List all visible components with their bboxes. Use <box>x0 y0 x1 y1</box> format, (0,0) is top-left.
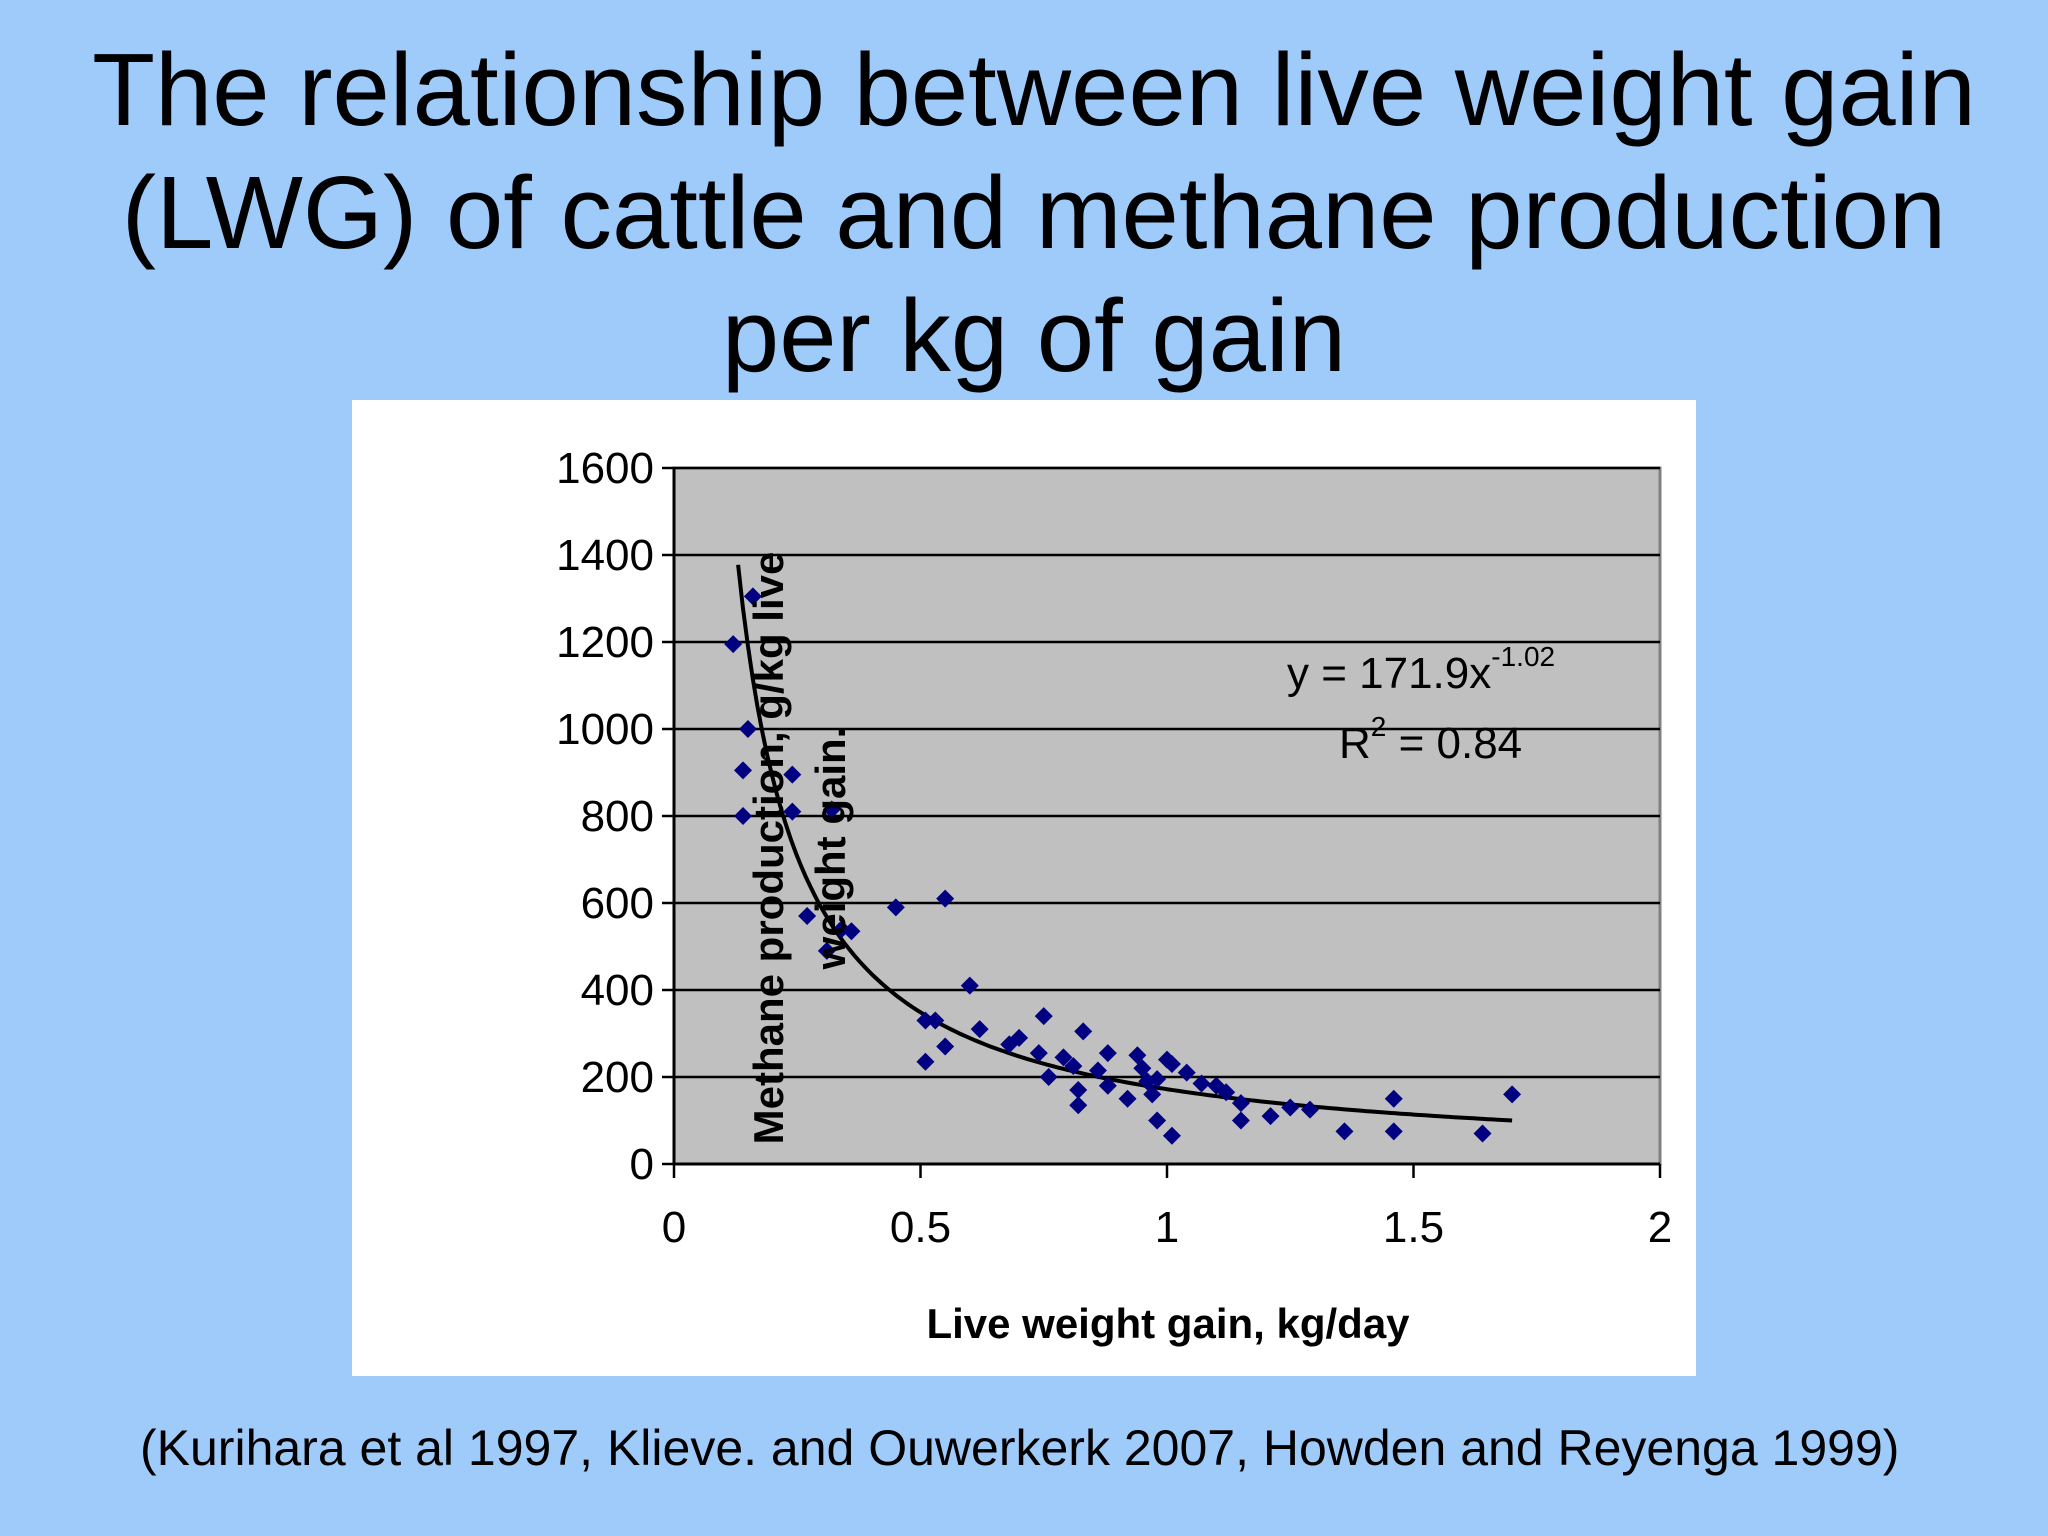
data-point <box>1384 1122 1403 1141</box>
data-point <box>822 800 841 819</box>
data-point <box>734 807 753 825</box>
trendline-equation: y = 171.9x-1.02 <box>1287 641 1555 698</box>
data-point <box>743 587 762 606</box>
data-point <box>1384 1089 1403 1108</box>
power-trendline <box>736 564 1513 1123</box>
data-point <box>1231 1111 1250 1130</box>
slide-title: The relationship between live weight gai… <box>60 28 2008 397</box>
data-point <box>1069 1096 1088 1115</box>
data-point <box>916 1052 935 1071</box>
data-point <box>1217 1083 1236 1102</box>
data-point <box>1133 1059 1152 1078</box>
data-point <box>1192 1074 1211 1093</box>
data-point <box>1473 1124 1492 1143</box>
x-tick-label: 2 <box>1648 1203 1672 1252</box>
r-squared-value: = 0.84 <box>1386 719 1522 768</box>
title-line-2: (LWG) of cattle and methane production <box>121 155 1947 270</box>
data-point <box>1034 1007 1053 1026</box>
y-axis-title-line-1: Methane production, g/kg live <box>745 552 792 1145</box>
y-tick-label: 1000 <box>556 705 654 754</box>
chart-panel: 0 200 400 600 800 1000 1200 1400 1600 0 0.5 1 1.5 2 … <box>352 400 1696 1376</box>
data-point <box>1148 1070 1167 1089</box>
data-point <box>1098 1076 1117 1095</box>
data-point <box>1148 1111 1167 1130</box>
x-tick-label: 1.5 <box>1383 1203 1444 1252</box>
data-point <box>926 1011 945 1030</box>
data-point <box>798 907 817 926</box>
y-tick-label: 800 <box>581 792 654 841</box>
r-squared: R2 = 0.84 <box>1339 711 1522 768</box>
data-point <box>936 1037 955 1056</box>
y-tick-label: 600 <box>581 879 654 928</box>
data-point <box>1162 1054 1181 1073</box>
data-point <box>783 765 802 784</box>
data-point <box>1300 1100 1319 1119</box>
y-tick-label: 1600 <box>556 444 654 493</box>
data-point <box>1088 1061 1107 1080</box>
data-point <box>738 720 757 738</box>
data-point <box>1261 1107 1280 1126</box>
data-point <box>936 889 955 908</box>
data-point <box>1054 1048 1073 1067</box>
data-point <box>783 802 802 821</box>
y-tick-label: 1400 <box>556 531 654 580</box>
x-axis-tick-labels: 0 0.5 1 1.5 2 <box>662 1203 1672 1252</box>
citation: (Kurihara et al 1997, Klieve. and Ouwerk… <box>140 1420 1900 1476</box>
data-point <box>817 941 836 960</box>
title-line-3: per kg of gain <box>721 278 1347 393</box>
data-point <box>734 761 753 780</box>
data-point <box>970 1020 989 1039</box>
y-axis-title: Methane production, g/kg live weight gai… <box>745 552 854 1145</box>
axes <box>672 468 1660 1166</box>
data-point <box>724 635 743 654</box>
data-point <box>916 1011 935 1030</box>
x-tick-label: 1 <box>1155 1203 1179 1252</box>
r-squared-exponent: 2 <box>1371 711 1387 742</box>
data-point <box>1177 1063 1196 1082</box>
data-point <box>1064 1057 1083 1076</box>
x-tick-label: 0 <box>662 1203 686 1252</box>
gridlines <box>662 466 1662 1178</box>
data-point <box>1039 1068 1058 1086</box>
y-tick-label: 1200 <box>556 618 654 667</box>
equation-exponent: -1.02 <box>1491 641 1555 672</box>
y-axis-title-line-2: weight gain. <box>807 727 854 971</box>
data-point <box>1162 1126 1181 1145</box>
y-tick-label: 0 <box>630 1140 654 1189</box>
r-squared-prefix: R <box>1339 719 1371 768</box>
data-point <box>1074 1022 1093 1041</box>
data-point <box>1029 1044 1048 1063</box>
data-points <box>724 587 1522 1145</box>
data-point <box>1281 1098 1300 1117</box>
data-point <box>1010 1028 1029 1047</box>
x-axis-title: Live weight gain, kg/day <box>926 1300 1410 1347</box>
data-point <box>886 898 905 917</box>
title-line-1: The relationship between live weight gai… <box>92 32 1976 147</box>
data-point <box>1143 1085 1162 1104</box>
equation-prefix: y = 171.9x <box>1287 649 1491 698</box>
y-axis-tick-labels: 0 200 400 600 800 1000 1200 1400 1600 <box>556 444 654 1189</box>
data-point <box>1118 1089 1137 1108</box>
y-tick-label: 400 <box>581 966 654 1015</box>
data-point <box>1335 1122 1354 1141</box>
data-point <box>1069 1081 1088 1100</box>
x-tick-label: 0.5 <box>890 1203 951 1252</box>
data-point <box>1231 1094 1250 1113</box>
data-point <box>842 922 861 941</box>
y-tick-label: 200 <box>581 1053 654 1102</box>
data-point <box>1098 1044 1117 1063</box>
data-point <box>960 976 979 995</box>
data-point <box>1503 1085 1522 1104</box>
